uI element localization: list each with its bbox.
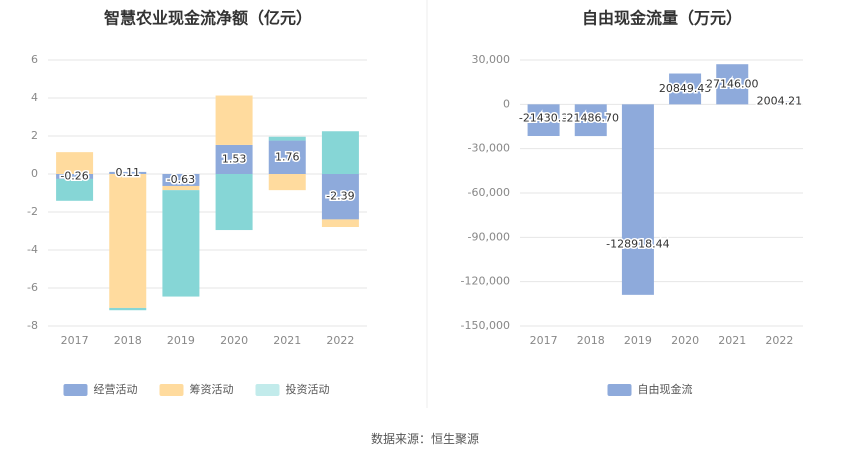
chart2-value-label: -128918.44 [606, 238, 669, 251]
chart1-y-tick-label: 0 [31, 167, 38, 180]
chart2-title: 自由现金流量（万元） [582, 9, 742, 28]
chart1-y-tick-label: -8 [27, 319, 38, 332]
chart1-bar-投资活动-2022 [321, 131, 359, 174]
chart1-y-tick-label: 4 [31, 91, 38, 104]
chart2-x-tick-label: 2018 [577, 334, 605, 347]
chart1-x-tick-label: 2020 [220, 334, 248, 347]
chart1-legend-label: 投资活动 [286, 382, 330, 396]
chart1-value-label: -2.39 [326, 190, 354, 203]
chart2-bar-2019 [621, 104, 654, 295]
chart2-bar-2022 [763, 101, 796, 105]
chart2-legend-label: 自由现金流 [638, 382, 693, 396]
chart1-y-tick-label: 2 [31, 129, 38, 142]
chart2-value-label: -21486.70 [563, 111, 619, 124]
chart2-y-tick-label: 30,000 [472, 53, 511, 66]
chart2-value-label: 2004.21 [757, 94, 803, 107]
chart2-y-tick-label: 0 [503, 97, 510, 110]
chart1-bar-投资活动-2020 [215, 174, 253, 231]
chart2-bar-2020 [669, 73, 702, 105]
chart1-legend-swatch-筹资活动 [159, 384, 184, 396]
chart1-bar-筹资活动-2020 [215, 95, 253, 145]
chart1-bar-经营活动-2022 [321, 174, 359, 220]
chart1-legend-label: 筹资活动 [190, 382, 234, 396]
chart1-bar-经营活动-2018 [109, 171, 147, 174]
chart1-legend-label: 经营活动 [94, 382, 138, 396]
chart1-bar-筹资活动-2017 [56, 152, 94, 174]
chart1-x-tick-label: 2021 [273, 334, 301, 347]
chart2-y-tick-label: -120,000 [461, 275, 510, 288]
chart1-bar-投资活动-2017 [56, 178, 94, 201]
chart1-bar-经营活动-2021 [268, 140, 306, 174]
chart1-bar-筹资活动-2018 [109, 174, 147, 308]
chart1-x-tick-label: 2017 [61, 334, 89, 347]
chart2-value-label: -21430.3 [519, 111, 568, 124]
chart1-x-tick-label: 2019 [167, 334, 195, 347]
chart1-value-label: 1.53 [222, 152, 247, 165]
chart2-x-tick-label: 2021 [718, 334, 746, 347]
chart2-x-tick-label: 2017 [530, 334, 558, 347]
chart2-x-tick-label: 2020 [671, 334, 699, 347]
chart1-bar-筹资活动-2022 [321, 219, 359, 228]
chart1-bar-经营活动-2019 [162, 174, 200, 186]
chart2-bar-2021 [716, 64, 749, 105]
chart2-y-tick-label: -30,000 [468, 142, 510, 155]
chart1-bar-筹资活动-2021 [268, 174, 306, 191]
chart1-x-tick-label: 2022 [326, 334, 354, 347]
chart1-bar-经营活动-2017 [56, 174, 94, 179]
chart2-x-tick-label: 2022 [765, 334, 793, 347]
chart2-y-tick-label: -60,000 [468, 186, 510, 199]
chart1-bar-投资活动-2018 [109, 307, 147, 311]
chart1-y-tick-label: -6 [27, 281, 38, 294]
chart2-y-tick-label: -150,000 [461, 319, 510, 332]
chart2-bar-2018 [574, 104, 607, 137]
chart2-value-label: 27146.00 [706, 77, 759, 90]
chart2-legend-swatch-自由现金流 [607, 384, 632, 396]
chart1-bar-投资活动-2019 [162, 190, 200, 297]
chart1-y-tick-label: -4 [27, 243, 38, 256]
chart1-bar-筹资活动-2019 [162, 185, 200, 191]
chart1-value-label: -0.26 [60, 169, 88, 182]
chart1-y-tick-label: 6 [31, 53, 38, 66]
chart1-title: 智慧农业现金流净额（亿元） [104, 9, 312, 28]
chart1-bar-经营活动-2020 [215, 144, 253, 174]
chart1-y-tick-label: -2 [27, 205, 38, 218]
chart1-value-label: 0.11 [116, 166, 141, 179]
source-footer: 数据来源：恒生聚源 [370, 432, 479, 446]
chart2-bar-2017 [527, 104, 560, 137]
chart2-value-label: 20849.45 [659, 82, 712, 95]
chart1-x-tick-label: 2018 [114, 334, 142, 347]
chart1-value-label: -0.63 [167, 173, 195, 186]
chart1-value-label: 1.76 [275, 150, 300, 163]
chart2-x-tick-label: 2019 [624, 334, 652, 347]
chart2-y-tick-label: -90,000 [468, 230, 510, 243]
chart1-legend-swatch-经营活动 [63, 384, 88, 396]
chart1-bar-投资活动-2021 [268, 136, 306, 141]
chart1-legend-swatch-投资活动 [255, 384, 280, 396]
